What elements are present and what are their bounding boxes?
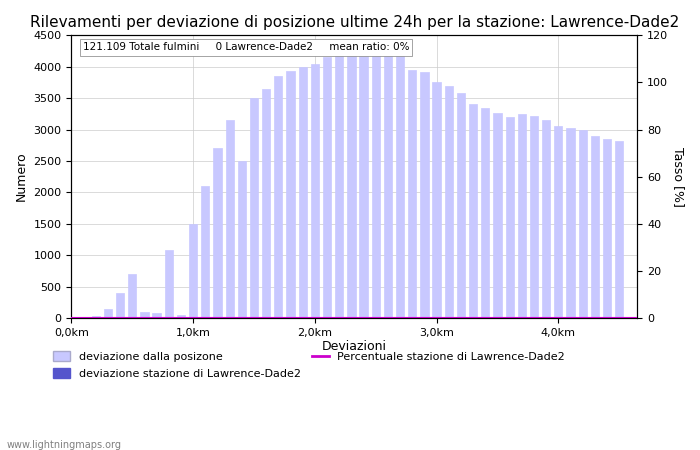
Bar bbox=[128, 274, 136, 318]
Text: www.lightningmaps.org: www.lightningmaps.org bbox=[7, 440, 122, 450]
Bar bbox=[323, 57, 331, 318]
Bar bbox=[494, 112, 502, 318]
Bar bbox=[615, 141, 624, 318]
Bar bbox=[566, 128, 575, 318]
Y-axis label: Numero: Numero bbox=[15, 152, 28, 202]
Bar bbox=[359, 51, 368, 318]
Bar bbox=[250, 98, 258, 318]
Title: Rilevamenti per deviazione di posizione ultime 24h per la stazione: Lawrence-Dad: Rilevamenti per deviazione di posizione … bbox=[30, 15, 679, 30]
Bar bbox=[311, 63, 319, 318]
Bar bbox=[457, 93, 465, 318]
Bar bbox=[335, 54, 344, 318]
Bar bbox=[542, 120, 550, 318]
Bar bbox=[554, 126, 563, 318]
Bar bbox=[408, 70, 416, 318]
Bar bbox=[153, 313, 161, 318]
Bar bbox=[299, 67, 307, 318]
Bar bbox=[444, 86, 453, 318]
Bar bbox=[372, 49, 380, 318]
Text: 121.109 Totale fulmini     0 Lawrence-Dade2     mean ratio: 0%: 121.109 Totale fulmini 0 Lawrence-Dade2 … bbox=[83, 42, 410, 52]
Bar bbox=[384, 52, 392, 318]
Bar bbox=[164, 250, 173, 318]
Bar bbox=[603, 139, 611, 318]
Bar bbox=[505, 117, 514, 318]
Bar bbox=[92, 316, 100, 318]
Bar bbox=[433, 82, 441, 318]
Bar bbox=[530, 116, 538, 318]
Bar bbox=[286, 71, 295, 318]
Y-axis label: Tasso [%]: Tasso [%] bbox=[672, 147, 685, 207]
Bar bbox=[469, 104, 477, 318]
Bar bbox=[116, 293, 124, 318]
Bar bbox=[104, 309, 112, 318]
Bar bbox=[140, 312, 148, 318]
Bar bbox=[214, 148, 222, 318]
Bar bbox=[201, 186, 209, 318]
Bar bbox=[177, 315, 185, 318]
Bar bbox=[591, 136, 599, 318]
Bar bbox=[225, 120, 234, 318]
Bar bbox=[274, 76, 283, 318]
Bar bbox=[579, 130, 587, 318]
Bar bbox=[238, 161, 246, 318]
Bar bbox=[189, 224, 197, 318]
Bar bbox=[396, 53, 404, 318]
X-axis label: Deviazioni: Deviazioni bbox=[322, 341, 387, 353]
Bar bbox=[420, 72, 428, 318]
Bar bbox=[518, 114, 526, 318]
Bar bbox=[347, 54, 356, 318]
Bar bbox=[481, 108, 489, 318]
Legend: deviazione dalla posizone, deviazione stazione di Lawrence-Dade2, Percentuale st: deviazione dalla posizone, deviazione st… bbox=[49, 347, 570, 383]
Bar bbox=[262, 89, 270, 318]
